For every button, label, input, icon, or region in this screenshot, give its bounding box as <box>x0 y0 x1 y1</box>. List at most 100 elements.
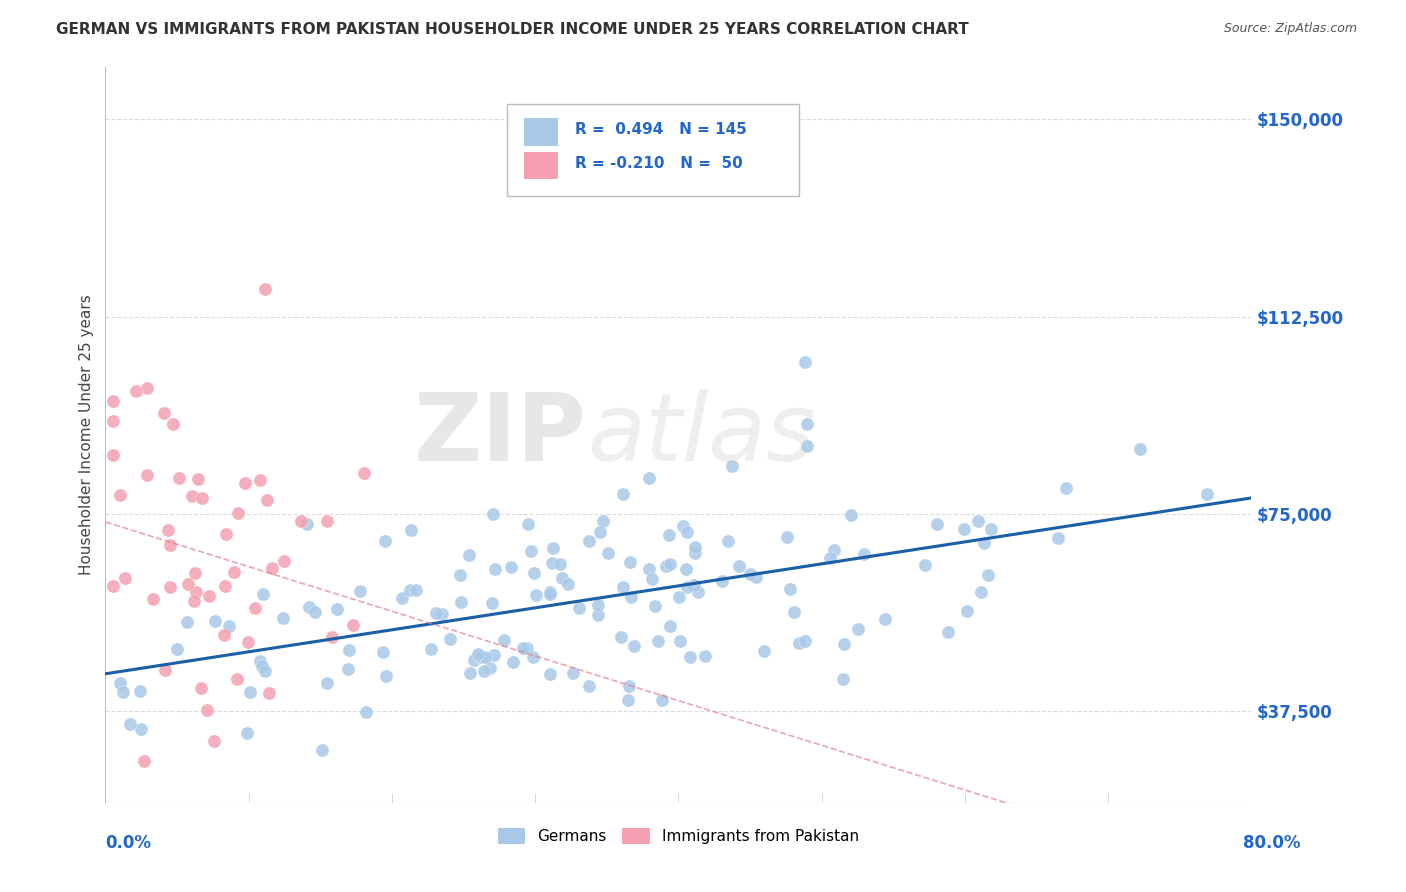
Point <box>524 588 547 602</box>
Point <box>349 583 371 598</box>
Point <box>198 589 221 603</box>
Point <box>728 559 751 574</box>
Point <box>472 664 495 678</box>
Point <box>159 538 181 552</box>
Point <box>484 562 506 576</box>
Point <box>1129 442 1152 456</box>
Point <box>321 630 343 644</box>
Point <box>114 571 136 585</box>
Point <box>197 702 219 716</box>
Point <box>793 634 815 648</box>
Point <box>1054 481 1077 495</box>
Point <box>970 585 993 599</box>
Point <box>914 558 936 573</box>
Point <box>401 523 423 537</box>
Point <box>796 417 818 431</box>
Point <box>782 605 804 619</box>
Point <box>502 655 524 669</box>
Point <box>659 557 682 571</box>
Point <box>190 681 212 695</box>
Point <box>136 381 159 395</box>
Point <box>371 645 394 659</box>
Point <box>481 596 503 610</box>
Point <box>252 587 274 601</box>
Point <box>273 611 295 625</box>
Point <box>273 553 295 567</box>
Point <box>257 686 280 700</box>
Point <box>184 585 207 599</box>
Point <box>218 619 240 633</box>
Point <box>159 580 181 594</box>
Point <box>977 568 1000 582</box>
Point <box>482 648 505 662</box>
Point <box>638 471 661 485</box>
Text: GERMAN VS IMMIGRANTS FROM PAKISTAN HOUSEHOLDER INCOME UNDER 25 YEARS CORRELATION: GERMAN VS IMMIGRANTS FROM PAKISTAN HOUSE… <box>56 22 969 37</box>
Point <box>295 517 318 532</box>
Point <box>925 517 948 532</box>
Point <box>789 635 811 649</box>
Point <box>187 472 209 486</box>
Point <box>557 576 579 591</box>
Point <box>683 546 706 560</box>
Point <box>839 508 862 522</box>
Text: R =  0.494   N = 145: R = 0.494 N = 145 <box>575 122 747 137</box>
Point <box>353 466 375 480</box>
Point <box>457 549 479 563</box>
Point <box>612 487 634 501</box>
Point <box>834 637 856 651</box>
Point <box>236 725 259 739</box>
Point <box>620 590 643 604</box>
Point <box>617 679 640 693</box>
Point <box>342 618 364 632</box>
Point <box>214 628 236 642</box>
FancyBboxPatch shape <box>523 152 558 179</box>
Point <box>374 668 396 682</box>
Point <box>204 615 226 629</box>
Point <box>683 540 706 554</box>
Point <box>482 507 505 521</box>
Point <box>479 661 502 675</box>
Point <box>651 693 673 707</box>
Point <box>153 406 176 420</box>
Point <box>623 639 645 653</box>
Point <box>578 679 600 693</box>
Point <box>111 685 134 699</box>
Point <box>298 599 321 614</box>
Text: Source: ZipAtlas.com: Source: ZipAtlas.com <box>1223 22 1357 36</box>
Point <box>592 514 614 528</box>
Point <box>538 585 561 599</box>
Point <box>191 491 214 505</box>
Point <box>176 615 198 629</box>
Point <box>118 717 141 731</box>
Point <box>672 519 695 533</box>
Point <box>512 640 534 655</box>
Point <box>243 600 266 615</box>
FancyBboxPatch shape <box>523 118 558 145</box>
Point <box>793 355 815 369</box>
Point <box>399 582 422 597</box>
Point <box>637 562 659 576</box>
Point <box>720 458 742 473</box>
Point <box>873 612 896 626</box>
Point <box>980 522 1002 536</box>
Point <box>110 488 132 502</box>
Point <box>374 534 396 549</box>
Point <box>337 643 360 657</box>
Point <box>225 672 247 686</box>
Point <box>167 471 190 485</box>
Point <box>1195 487 1218 501</box>
Point <box>494 633 516 648</box>
Point <box>156 523 179 537</box>
Point <box>669 634 692 648</box>
Point <box>562 665 585 680</box>
Point <box>162 417 184 432</box>
Point <box>543 541 565 555</box>
Point <box>658 528 681 542</box>
Point <box>215 526 238 541</box>
Point <box>430 607 453 622</box>
Point <box>952 522 974 536</box>
Point <box>744 570 766 584</box>
Point <box>129 722 152 736</box>
Point <box>229 838 252 853</box>
Text: 0.0%: 0.0% <box>105 834 152 852</box>
